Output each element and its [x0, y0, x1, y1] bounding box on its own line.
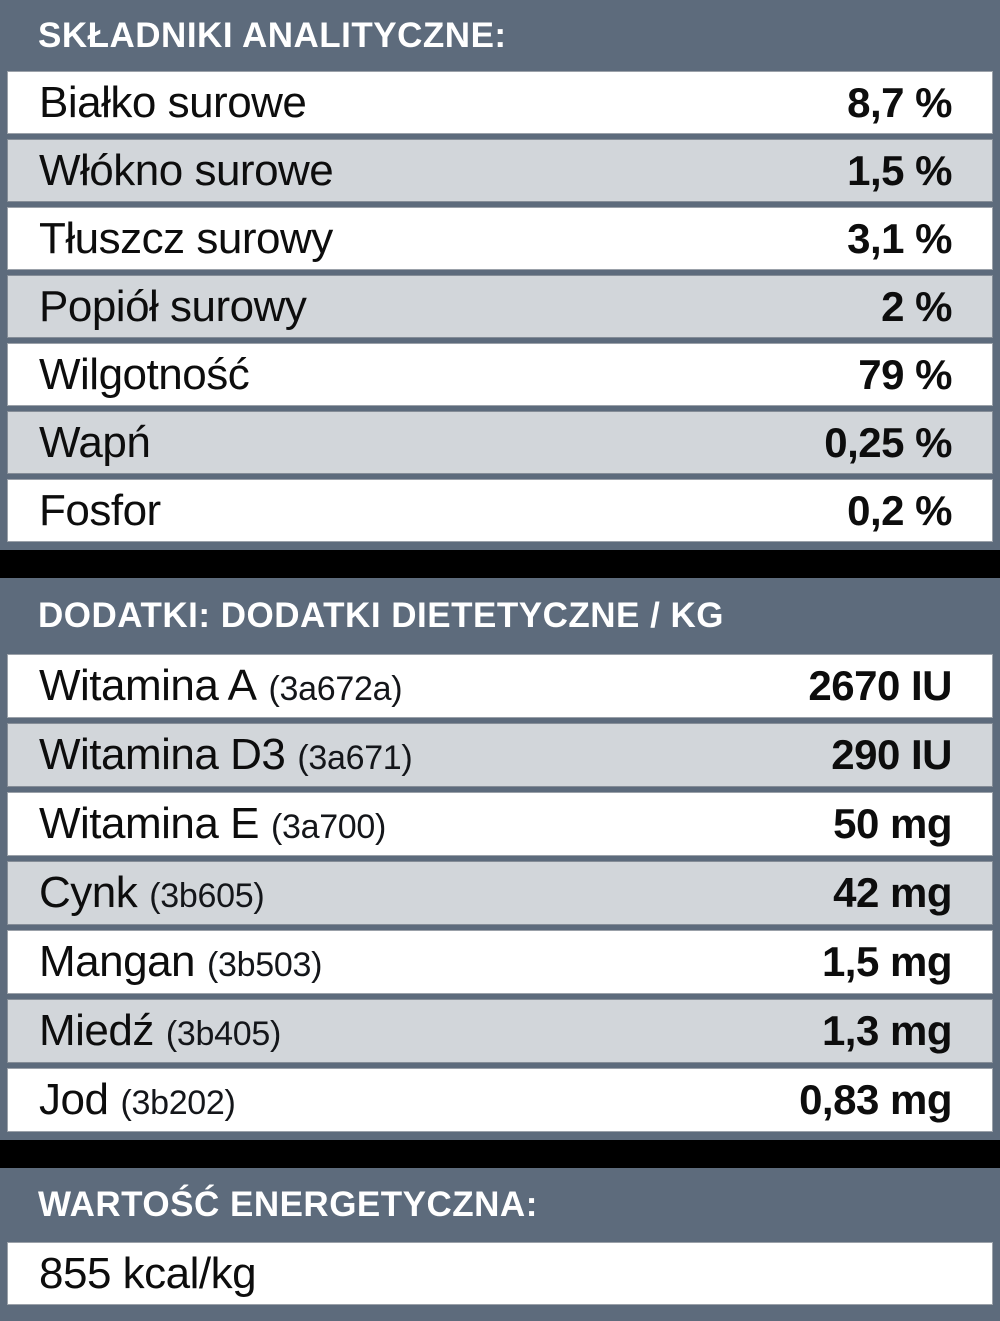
energy-rows: 855 kcal/kg: [0, 1242, 1000, 1313]
row-label: Tłuszcz surowy: [39, 213, 333, 263]
row-value: 0,25 %: [824, 418, 952, 466]
section-title-text: DODATKI: DODATKI DIETETYCZNE / KG: [38, 596, 725, 635]
row-label: Wapń: [39, 417, 151, 467]
section-analytical: SKŁADNIKI ANALITYCZNE: Białko surowe 8,7…: [0, 0, 1000, 550]
row-label: Cynk: [39, 868, 138, 917]
row-value: 1,5 mg: [821, 938, 953, 985]
table-row: Cynk (3b605) 42 mg: [7, 861, 993, 925]
row-label: Witamina D3: [39, 730, 286, 779]
section-title-text: SKŁADNIKI ANALITYCZNE:: [38, 15, 507, 55]
additive-code: (3b405): [165, 1015, 281, 1053]
table-row: Białko surowe 8,7 %: [7, 71, 993, 134]
row-label: Miedź: [39, 1006, 154, 1055]
table-row: Fosfor 0,2 %: [7, 479, 993, 542]
additive-code: (3a672a): [268, 670, 403, 708]
additive-code: (3b503): [207, 946, 323, 984]
row-label: Witamina A: [39, 661, 257, 710]
section-title: SKŁADNIKI ANALITYCZNE:: [0, 0, 1000, 71]
analytical-rows: Białko surowe 8,7 % Włókno surowe 1,5 % …: [0, 71, 1000, 550]
table-row: Popiół surowy 2 %: [7, 275, 993, 338]
additive-code: (3b202): [120, 1084, 236, 1122]
row-value: 0,2 %: [847, 486, 952, 534]
section-divider: [0, 1140, 1000, 1168]
table-row: Tłuszcz surowy 3,1 %: [7, 207, 993, 270]
row-label: Włókno surowe: [39, 145, 334, 195]
table-row: Miedź (3b405) 1,3 mg: [7, 999, 993, 1063]
section-title: DODATKI: DODATKI DIETETYCZNE / KG: [0, 578, 1000, 654]
additive-code: (3a671): [297, 739, 413, 777]
row-label: Jod: [39, 1075, 109, 1124]
table-row: Mangan (3b503) 1,5 mg: [7, 930, 993, 994]
row-value: 2 %: [881, 282, 952, 330]
row-label: Mangan: [39, 937, 196, 986]
table-row: Wapń 0,25 %: [7, 411, 993, 474]
row-value: 42 mg: [833, 869, 952, 916]
table-row: Wilgotność 79 %: [7, 343, 993, 406]
row-value: 2670 IU: [808, 662, 952, 709]
row-value: 8,7 %: [847, 78, 952, 126]
row-value: 1,3 mg: [821, 1007, 953, 1054]
row-value: 79 %: [858, 350, 952, 398]
row-label: Witamina E: [39, 799, 259, 848]
section-title-text: WARTOŚĆ ENERGETYCZNA:: [38, 1185, 538, 1224]
row-label: Wilgotność: [39, 349, 250, 399]
row-value: 290 IU: [831, 731, 952, 778]
additive-rows: Witamina A (3a672a) 2670 IU Witamina D3 …: [0, 654, 1000, 1140]
row-label: Białko surowe: [39, 77, 307, 127]
table-row: Witamina A (3a672a) 2670 IU: [7, 654, 993, 718]
table-row: Włókno surowe 1,5 %: [7, 139, 993, 202]
row-value: 1,5 %: [847, 146, 952, 194]
table-row: Witamina D3 (3a671) 290 IU: [7, 723, 993, 787]
section-additives: DODATKI: DODATKI DIETETYCZNE / KG Witami…: [0, 578, 1000, 1140]
row-value: 0,83 mg: [799, 1076, 952, 1123]
table-row: 855 kcal/kg: [7, 1242, 993, 1305]
section-title: WARTOŚĆ ENERGETYCZNA:: [0, 1168, 1000, 1242]
row-label: Popiół surowy: [39, 281, 307, 331]
row-value: 50 mg: [833, 800, 952, 847]
table-row: Jod (3b202) 0,83 mg: [7, 1068, 993, 1132]
section-energy: WARTOŚĆ ENERGETYCZNA: 855 kcal/kg: [0, 1168, 1000, 1313]
row-label: Fosfor: [39, 485, 161, 535]
additive-code: (3a700): [270, 808, 387, 846]
section-divider: [0, 550, 1000, 578]
row-value: 3,1 %: [847, 214, 952, 262]
table-row: Witamina E (3a700) 50 mg: [7, 792, 993, 856]
row-label: 855 kcal/kg: [39, 1248, 257, 1298]
additive-code: (3b605): [149, 877, 265, 915]
